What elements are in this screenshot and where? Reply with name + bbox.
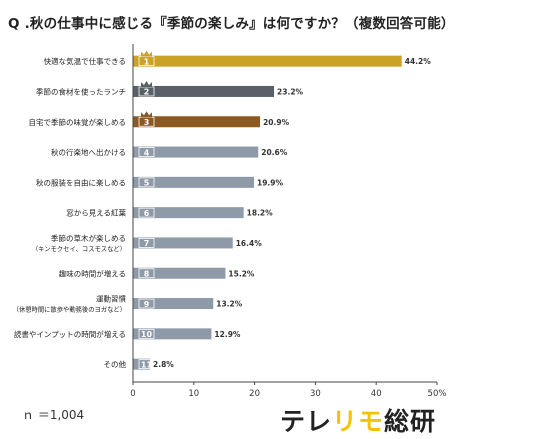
category-label: 自宅で季節の味覚が楽しめる — [29, 117, 127, 127]
x-tick-label: 20 — [249, 389, 260, 399]
bar — [133, 328, 212, 340]
rank-badge — [138, 359, 155, 370]
rank-number: 5 — [144, 179, 150, 188]
brand-text-part1: テレ — [280, 407, 333, 436]
bar — [133, 237, 233, 249]
rank-badge — [138, 238, 155, 248]
x-tick-label: 30 — [310, 389, 321, 399]
data-label: 19.9% — [257, 178, 284, 187]
x-tick-label: 50% — [428, 389, 447, 399]
category-label: 趣味の時間が増える — [59, 268, 126, 278]
brand-text-part3: 総研 — [384, 407, 437, 436]
rank-badge — [138, 177, 155, 188]
rank-number: 8 — [144, 269, 150, 278]
bar — [133, 358, 151, 370]
brand-logo: テレリモ総研 — [280, 402, 436, 438]
bar — [133, 298, 214, 310]
data-label: 2.8% — [153, 360, 174, 369]
category-label: 読書やインプットの時間が増える — [14, 329, 126, 339]
x-tick-label: 0 — [130, 389, 135, 399]
crown-icon — [141, 50, 152, 57]
rank-badge — [138, 298, 155, 309]
rank-badge — [138, 328, 155, 339]
rank-badge — [138, 268, 155, 279]
rank-number: 10 — [141, 330, 153, 339]
rank-number: 6 — [144, 209, 150, 218]
bar — [133, 55, 402, 67]
category-label: 秋の服装を自由に楽しめる — [36, 177, 126, 187]
rank-number: 3 — [144, 118, 150, 127]
data-label: 23.2% — [277, 87, 304, 96]
category-label: 窓から見える紅葉 — [66, 208, 126, 218]
data-label: 15.2% — [228, 269, 255, 278]
rank-number: 1 — [144, 57, 150, 66]
category-label: 快適な気温で仕事できる — [44, 56, 126, 66]
bar — [133, 146, 259, 158]
bar — [133, 207, 244, 219]
data-label: 20.9% — [263, 118, 290, 127]
brand-text-part2: リモ — [332, 407, 385, 436]
bar-chart: 1 44.2% 快適な気温で仕事できる 2 23.2% 季節の食材を使ったランチ 3 20.9… — [13, 44, 447, 399]
category-label: 季節の草木が楽しめる — [51, 233, 126, 243]
category-label: 季節の食材を使ったランチ — [36, 86, 126, 96]
rank-badge — [138, 147, 155, 157]
rank-number: 2 — [144, 88, 150, 97]
rank-number: 9 — [144, 300, 150, 309]
x-tick-label: 40 — [371, 389, 382, 399]
bar — [133, 116, 261, 128]
category-sublabel: （休憩時間に散歩や動務後のヨガなど） — [13, 305, 126, 314]
data-label: 44.2% — [405, 57, 432, 66]
data-label: 16.4% — [236, 239, 263, 248]
rank-badge — [138, 207, 155, 218]
data-label: 20.6% — [261, 148, 288, 157]
category-label: 運動習慣 — [96, 294, 126, 304]
data-label: 12.9% — [214, 330, 241, 339]
chart-title: Q .秋の仕事中に感じる『季節の楽しみ』は何ですか？（複数回答可能） — [8, 16, 455, 32]
bar — [133, 85, 275, 97]
category-label: その他 — [104, 359, 127, 369]
rank-number: 4 — [144, 148, 150, 157]
x-tick-label: 10 — [188, 389, 199, 399]
data-label: 13.2% — [216, 300, 243, 309]
rank-number: 11 — [141, 360, 153, 369]
rank-number: 7 — [144, 239, 150, 248]
sample-size-label: ｎ ＝1,004 — [22, 408, 85, 422]
category-label: 秋の行楽地へ出かける — [51, 147, 126, 157]
crown-icon — [141, 111, 152, 118]
crown-icon — [141, 80, 152, 87]
bar — [133, 267, 226, 279]
data-label: 18.2% — [247, 209, 274, 218]
bar — [133, 176, 254, 188]
category-sublabel: （キンモクセイ、コスモスなど） — [32, 245, 126, 253]
